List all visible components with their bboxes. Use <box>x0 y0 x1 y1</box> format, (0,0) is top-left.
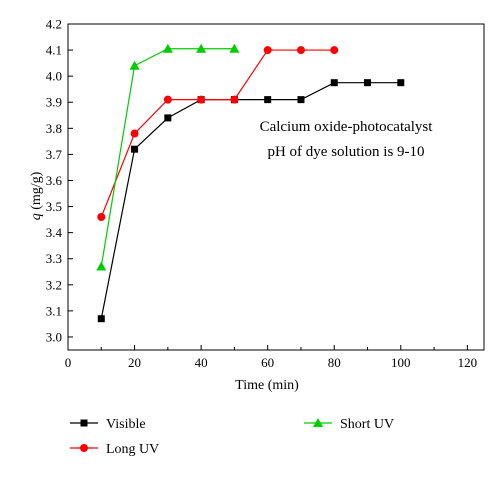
series-long-uv <box>97 46 339 221</box>
series-short-uv <box>96 43 240 271</box>
y-tick-label: 4.0 <box>46 69 62 84</box>
data-point-visible <box>297 96 305 104</box>
legend: Visible Long UV Short UV <box>70 417 394 457</box>
data-point-long-uv <box>263 46 272 55</box>
data-point-short-uv <box>96 261 107 271</box>
annotation-line-2: pH of dye solution is 9-10 <box>267 144 424 160</box>
x-tick-label: 100 <box>391 355 411 370</box>
x-tick-label: 60 <box>261 355 274 370</box>
legend-item-short-uv: Short UV <box>304 417 394 432</box>
annotation-layer: Calcium oxide-photocatalyst pH of dye so… <box>260 119 434 160</box>
data-point-long-uv <box>197 95 206 104</box>
series-line-visible <box>100 82 401 319</box>
y-tick-label: 3.6 <box>46 173 63 188</box>
y-axis-label-unit: (mg/g) <box>29 171 44 209</box>
data-point-short-uv <box>129 60 140 70</box>
y-tick-label: 3.8 <box>46 121 62 136</box>
legend-item-visible: Visible <box>70 417 146 432</box>
data-point-visible <box>264 96 272 104</box>
axes: 0 20 40 60 80 100 120 3.0 3.1 3.2 3.3 3.4 3.5 3.6 3.7 3… <box>46 17 485 370</box>
data-point-long-uv <box>230 95 239 104</box>
y-tick-label: 3.5 <box>46 199 62 214</box>
y-tick-label: 3.2 <box>46 277 62 292</box>
plot-frame <box>67 23 485 351</box>
legend-item-long-uv: Long UV <box>70 442 159 457</box>
data-point-visible <box>330 79 338 87</box>
data-point-short-uv <box>196 43 207 53</box>
data-point-visible <box>364 79 372 87</box>
series-layer <box>96 43 405 323</box>
legend-label-long-uv: Long UV <box>106 442 159 457</box>
y-axis-label-symbol: q <box>29 213 44 220</box>
data-point-long-uv <box>97 212 106 221</box>
y-tick-label: 3.7 <box>46 147 63 162</box>
legend-label-short-uv: Short UV <box>340 417 394 432</box>
x-axis-label: Time (min) <box>235 378 299 393</box>
y-tick-label: 3.4 <box>46 225 63 240</box>
data-point-long-uv <box>130 129 139 138</box>
data-point-visible <box>164 114 172 122</box>
series-visible <box>97 79 405 323</box>
y-tick-label: 4.1 <box>46 43 62 58</box>
x-tick-label: 0 <box>65 355 72 370</box>
annotation-line-1: Calcium oxide-photocatalyst <box>260 119 434 135</box>
x-tick-label: 40 <box>195 355 208 370</box>
series-line-long-uv <box>100 49 335 218</box>
y-tick-label: 4.2 <box>46 17 62 32</box>
y-tick-label: 3.3 <box>46 251 62 266</box>
legend-marker-visible <box>80 419 88 427</box>
data-point-long-uv <box>330 46 339 55</box>
y-axis-label: q (mg/g) <box>29 171 44 220</box>
y-tick-label: 3.9 <box>46 95 62 110</box>
series-line-short-uv <box>100 48 235 267</box>
y-tick-label: 3.1 <box>46 303 62 318</box>
data-point-visible <box>397 79 405 87</box>
data-point-long-uv <box>163 95 172 104</box>
x-tick-label: 80 <box>328 355 341 370</box>
data-point-short-uv <box>162 43 173 53</box>
legend-marker-long-uv <box>80 444 88 452</box>
x-tick-label: 120 <box>458 355 478 370</box>
y-tick-label: 3.0 <box>46 329 62 344</box>
data-point-visible <box>97 315 105 323</box>
x-tick-label: 20 <box>128 355 141 370</box>
legend-label-visible: Visible <box>106 417 146 432</box>
legend-marker-short-uv <box>313 418 323 427</box>
data-point-long-uv <box>296 46 305 55</box>
data-point-short-uv <box>229 43 240 53</box>
data-point-visible <box>131 145 139 153</box>
